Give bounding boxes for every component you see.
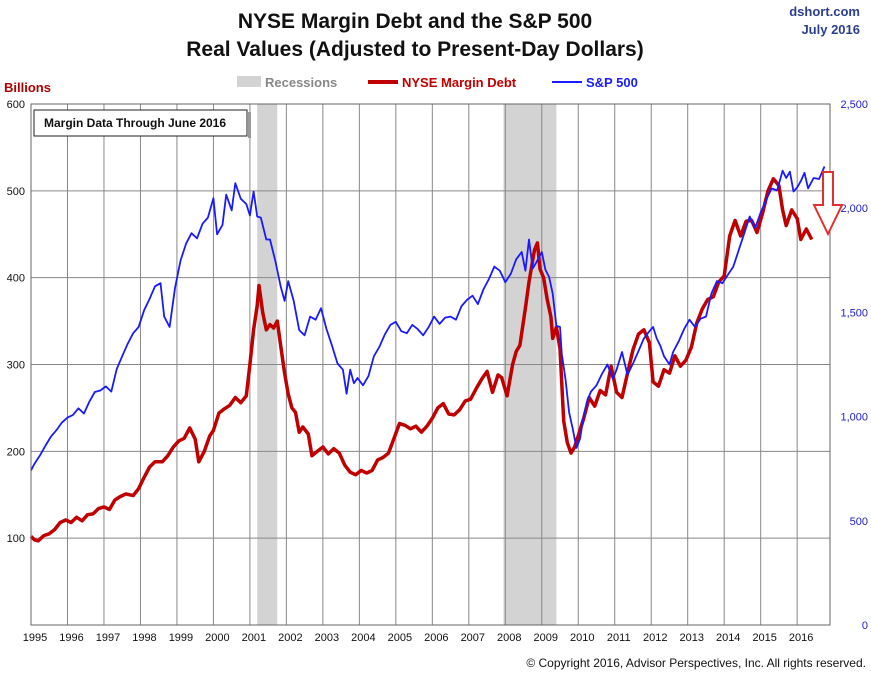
x-tick-label: 2005	[388, 632, 412, 644]
x-tick-label: 2006	[424, 632, 448, 644]
legend: Recessions NYSE Margin Debt S&P 500	[237, 75, 638, 90]
left-tick-label: 400	[7, 273, 25, 285]
left-tick-label: 500	[7, 186, 25, 198]
left-axis-units: Billions	[4, 80, 51, 95]
x-tick-label: 2000	[205, 632, 229, 644]
margin-debt-line	[29, 176, 814, 543]
right-tick-label: 2,500	[840, 99, 868, 111]
series-lines	[29, 166, 826, 543]
x-tick-label: 1995	[23, 632, 47, 644]
right-tick-label: 1,500	[840, 307, 868, 319]
x-axis-ticks: 1995 1996 1997 1998 1999 2000 2001 2002 2003 2004…	[23, 632, 814, 644]
legend-recessions-label: Recessions	[265, 75, 337, 90]
x-tick-label: 1997	[96, 632, 120, 644]
x-tick-label: 1999	[169, 632, 193, 644]
left-tick-label: 300	[7, 360, 25, 372]
x-tick-label: 2010	[570, 632, 594, 644]
x-tick-label: 1996	[59, 632, 83, 644]
left-tick-label: 200	[7, 446, 25, 458]
left-tick-label: 600	[7, 99, 25, 111]
x-tick-label: 2012	[643, 632, 667, 644]
left-tick-label: 100	[7, 533, 25, 545]
sp500-line	[30, 166, 826, 471]
x-tick-label: 2014	[716, 632, 740, 644]
x-tick-label: 2009	[534, 632, 558, 644]
note-box: Margin Data Through June 2016	[33, 109, 251, 138]
legend-sp500-label: S&P 500	[586, 75, 638, 90]
x-tick-label: 2007	[461, 632, 485, 644]
right-axis-ticks: 0 500 1,000 1,500 2,000 2,500	[840, 99, 868, 632]
chart-title-line-2: Real Values (Adjusted to Present-Day Dol…	[186, 38, 643, 61]
legend-margin-label: NYSE Margin Debt	[402, 75, 517, 90]
x-tick-label: 2016	[789, 632, 813, 644]
note-box-shadow	[248, 112, 251, 138]
x-tick-label: 2015	[752, 632, 776, 644]
right-tick-label: 0	[862, 620, 868, 632]
right-tick-label: 1,000	[840, 412, 868, 424]
chart-title-line-1: NYSE Margin Debt and the S&P 500	[238, 10, 592, 33]
grid	[30, 103, 830, 625]
plot-frame	[30, 103, 831, 626]
date-label: July 2016	[801, 22, 860, 37]
legend-recessions-swatch	[237, 76, 261, 87]
x-tick-label: 2011	[607, 632, 631, 644]
x-tick-label: 2004	[351, 632, 375, 644]
left-axis-ticks: 100 200 300 400 500 600	[7, 99, 25, 545]
x-tick-label: 2002	[278, 632, 302, 644]
note-text: Margin Data Through June 2016	[44, 116, 226, 130]
x-tick-label: 2008	[497, 632, 521, 644]
source-label: dshort.com	[789, 4, 860, 19]
x-tick-label: 2001	[242, 632, 266, 644]
right-tick-label: 500	[850, 516, 868, 528]
copyright: © Copyright 2016, Advisor Perspectives, …	[526, 656, 866, 670]
x-tick-label: 1998	[132, 632, 156, 644]
note-box-frame	[33, 109, 248, 137]
x-tick-label: 2003	[315, 632, 339, 644]
right-tick-label: 2,000	[840, 203, 868, 215]
x-tick-label: 2013	[679, 632, 703, 644]
down-arrow-icon	[812, 171, 844, 237]
